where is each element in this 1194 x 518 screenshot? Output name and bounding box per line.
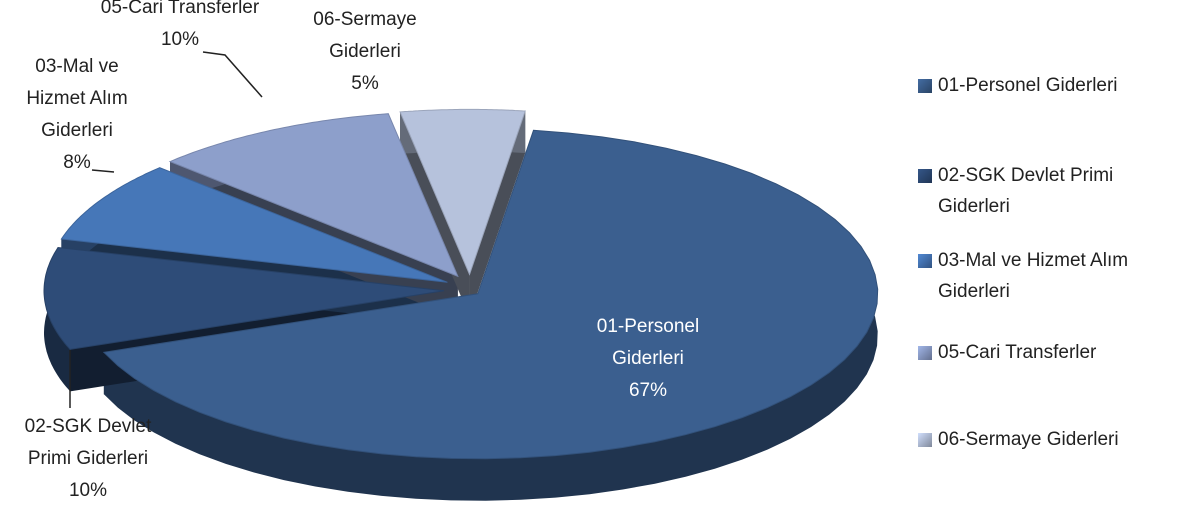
legend-swatch <box>918 433 932 447</box>
legend-label: 05-Cari Transferler <box>938 342 1097 363</box>
legend-label: 03-Mal ve Hizmet Alım Giderleri <box>938 250 1129 302</box>
leader-line <box>91 169 115 173</box>
legend-label: 02-SGK Devlet Primi Giderleri <box>938 165 1114 217</box>
label-value: 5% <box>351 73 379 94</box>
slice <box>168 113 459 278</box>
data-label: 03-Mal ve Hizmet Alım Giderleri 8% <box>7 51 147 179</box>
data-label: 06-Sermaye Giderleri 5% <box>300 4 430 100</box>
label-value: 10% <box>160 29 200 50</box>
slice <box>102 129 879 460</box>
label-name: 05-Cari Transferler <box>100 0 260 18</box>
label-name: 01-Personel Giderleri <box>596 316 700 369</box>
data-label: 02-SGK Devlet Primi Giderleri 10% <box>3 411 173 507</box>
legend-item: 05-Cari Transferler <box>918 337 1188 368</box>
label-name: 06-Sermaye Giderleri <box>313 9 417 62</box>
legend-label: 01-Personel Giderleri <box>938 75 1118 96</box>
slice <box>60 167 448 283</box>
legend-label: 06-Sermaye Giderleri <box>938 429 1119 450</box>
legend-item: 01-Personel Giderleri <box>918 70 1188 101</box>
slice <box>399 108 526 276</box>
slice-tops <box>43 108 879 460</box>
label-name: 03-Mal ve Hizmet Alım Giderleri <box>26 56 128 141</box>
data-label: 01-Personel Giderleri 67% <box>578 311 718 407</box>
legend-swatch <box>918 254 932 268</box>
leader-lines <box>69 51 263 408</box>
label-value: 67% <box>628 380 668 401</box>
legend-item: 02-SGK Devlet Primi Giderleri <box>918 160 1188 222</box>
slice <box>43 246 445 350</box>
label-value: 8% <box>63 152 91 173</box>
legend-swatch <box>918 169 932 183</box>
label-name: 02-SGK Devlet Primi Giderleri <box>24 416 152 469</box>
legend-swatch <box>918 79 932 93</box>
label-value: 10% <box>68 480 108 501</box>
data-label: 05-Cari Transferler 10% <box>70 0 290 56</box>
slice-wall <box>469 111 526 317</box>
leader-line <box>202 51 263 98</box>
legend-item: 06-Sermaye Giderleri <box>918 424 1188 455</box>
legend-item: 03-Mal ve Hizmet Alım Giderleri <box>918 245 1188 307</box>
legend-swatch <box>918 346 932 360</box>
